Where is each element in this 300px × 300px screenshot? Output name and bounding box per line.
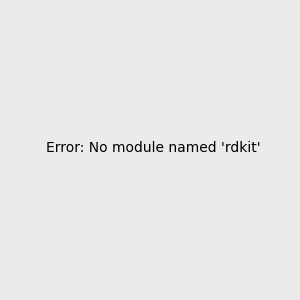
Text: Error: No module named 'rdkit': Error: No module named 'rdkit' bbox=[46, 140, 261, 154]
